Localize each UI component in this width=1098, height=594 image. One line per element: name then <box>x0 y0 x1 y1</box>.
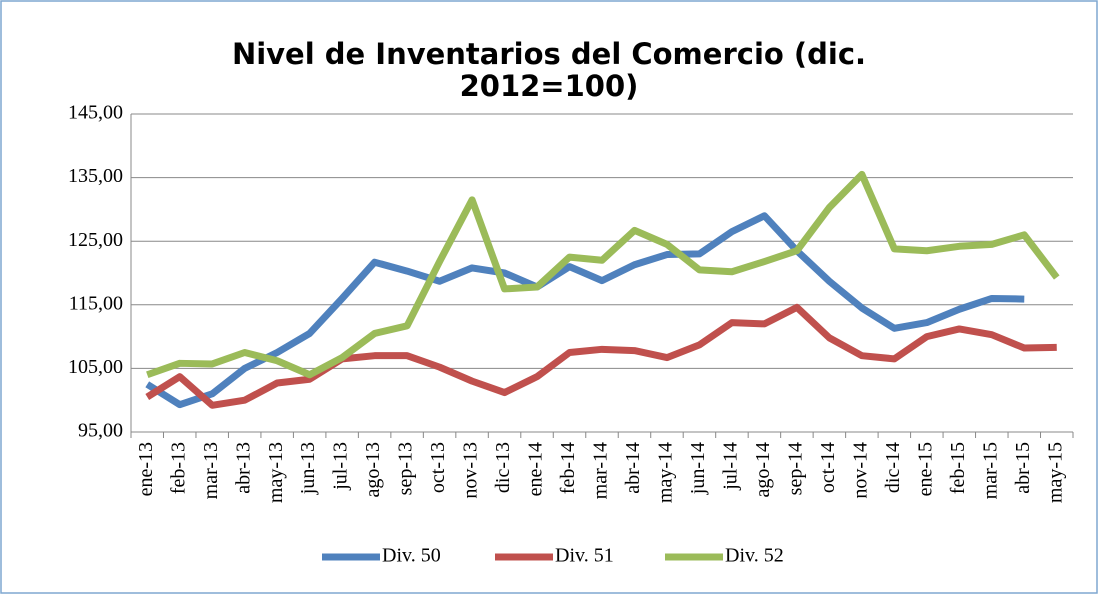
x-tick-label: ene-15 <box>914 442 936 496</box>
y-tick-label: 125,00 <box>68 229 123 251</box>
x-tick-label: ene-14 <box>525 442 547 496</box>
y-tick-label: 105,00 <box>68 356 123 378</box>
x-tick-label: oct-13 <box>427 442 449 493</box>
x-tick-label: sep-14 <box>784 442 806 495</box>
x-tick-label: may-15 <box>1044 442 1066 503</box>
x-tick-label: jun-13 <box>297 442 319 495</box>
x-tick-label: nov-14 <box>849 442 871 499</box>
x-tick-label: sep-13 <box>395 442 417 495</box>
x-tick-label: ago-13 <box>362 442 384 498</box>
x-tick-label: mar-15 <box>979 442 1001 499</box>
legend-label: Div. 51 <box>555 545 614 567</box>
x-tick-label: abr-13 <box>232 442 254 494</box>
x-tick-label: feb-15 <box>947 442 969 494</box>
x-tick-label: dic-13 <box>492 442 514 493</box>
x-tick-label: may-14 <box>655 442 677 503</box>
chart-title: Nivel de Inventarios del Comercio (dic. … <box>231 37 867 103</box>
legend-label: Div. 50 <box>382 545 441 567</box>
x-tick-label: jul-13 <box>330 442 352 491</box>
legend-label: Div. 52 <box>725 545 784 567</box>
x-tick-label: may-13 <box>265 442 287 503</box>
y-tick-label: 135,00 <box>68 165 123 187</box>
x-tick-label: ago-14 <box>752 442 774 498</box>
x-tick-label: oct-14 <box>817 442 839 493</box>
x-tick-label: feb-13 <box>167 442 189 494</box>
x-tick-label: abr-14 <box>622 442 644 494</box>
y-tick-label: 115,00 <box>69 292 123 314</box>
data-line <box>145 303 1057 409</box>
x-tick-label: mar-14 <box>590 442 612 499</box>
x-tick-label: abr-15 <box>1012 442 1034 494</box>
x-tick-label: mar-13 <box>200 442 222 499</box>
x-tick-label: ene-13 <box>135 442 157 496</box>
y-tick-label: 95,00 <box>78 420 123 442</box>
data-line <box>146 170 1060 379</box>
data-line <box>145 212 1025 409</box>
x-tick-label: feb-14 <box>557 442 579 494</box>
x-tick-label: jun-14 <box>687 442 709 495</box>
x-tick-label: jul-14 <box>720 442 742 491</box>
x-tick-label: nov-13 <box>460 442 482 499</box>
y-tick-label: 145,00 <box>68 102 123 124</box>
x-tick-label: dic-14 <box>882 442 904 493</box>
